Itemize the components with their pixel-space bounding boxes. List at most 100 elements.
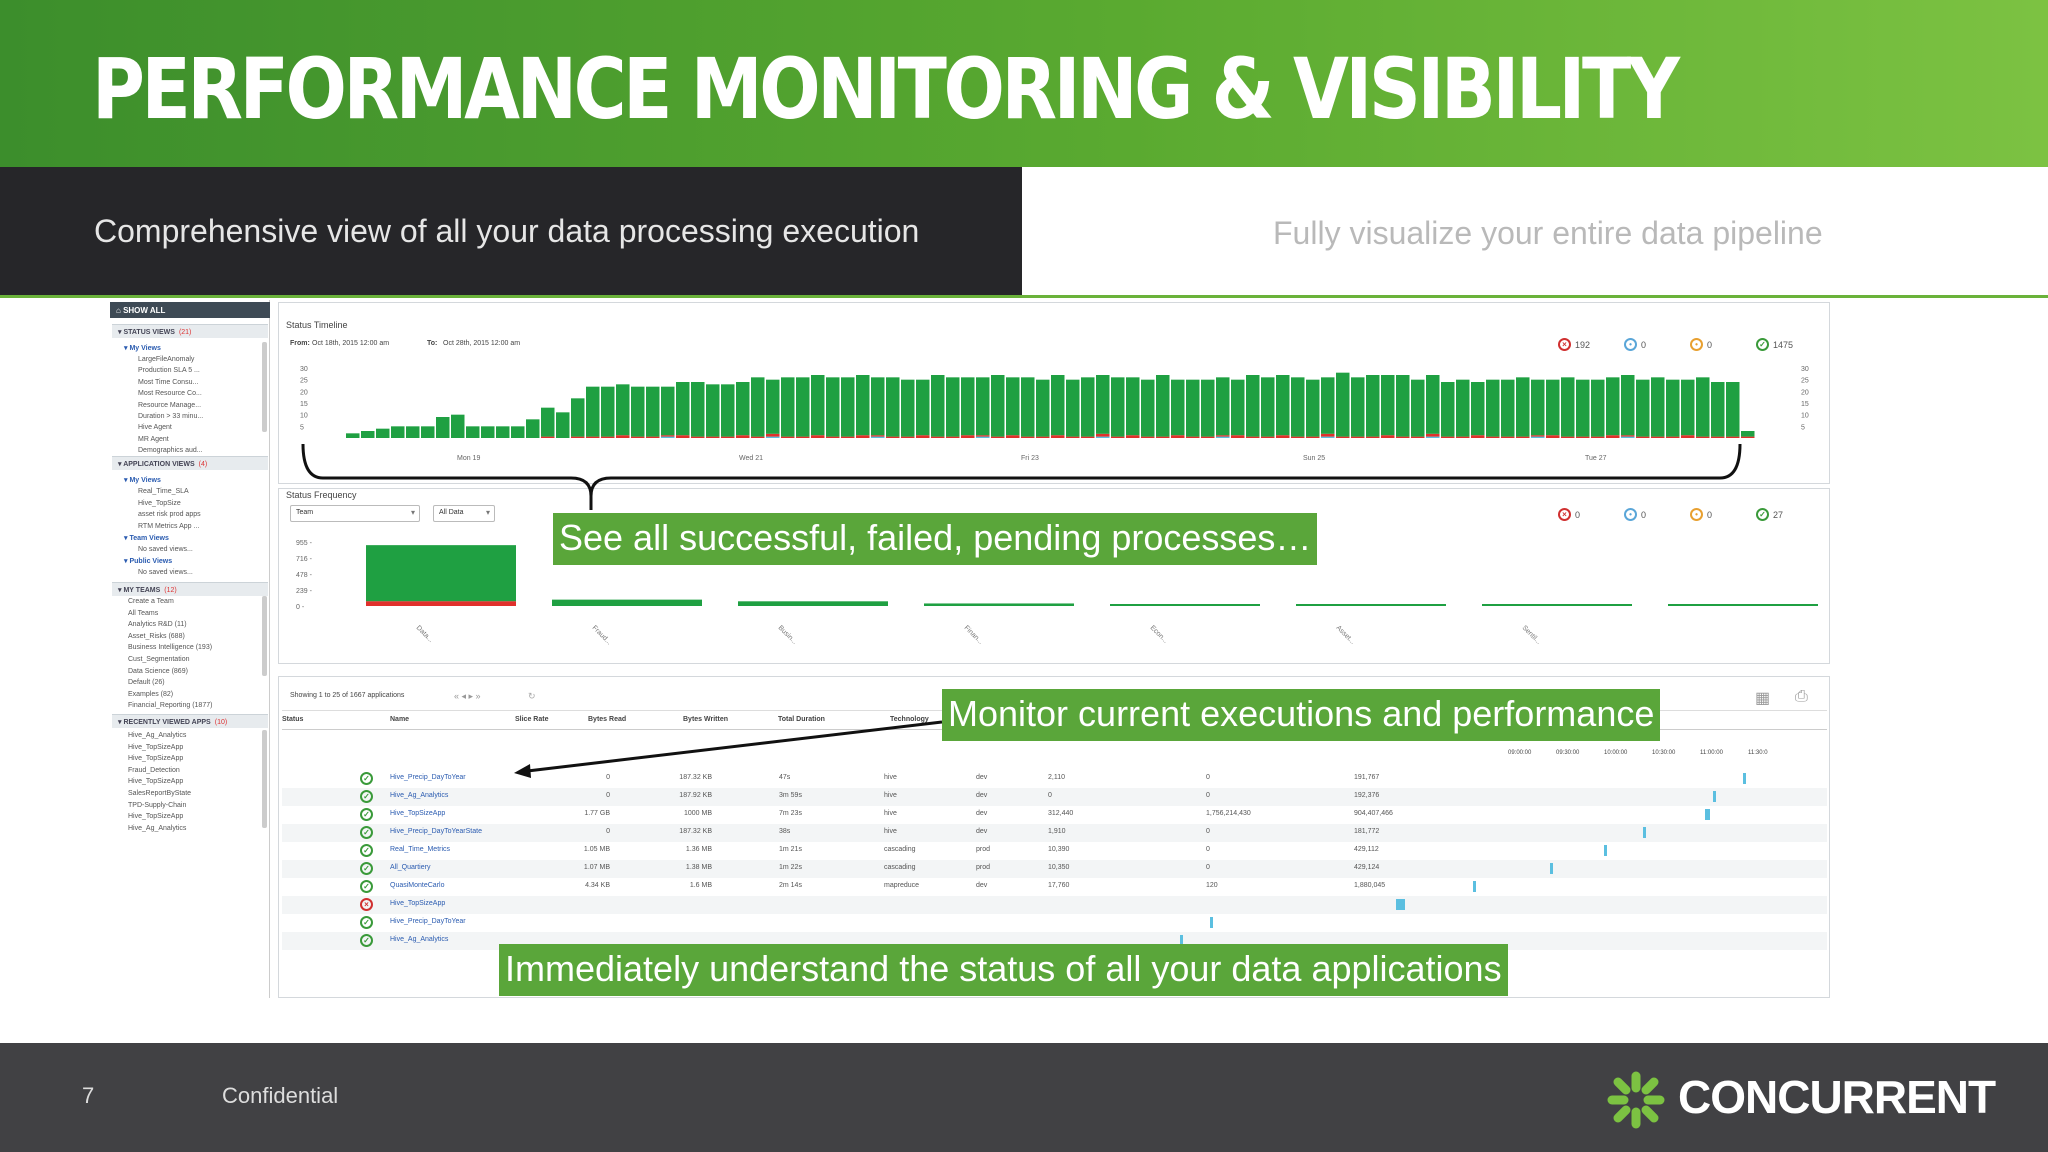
cell-app-name[interactable]: QuasiMonteCarlo xyxy=(390,882,445,889)
group-by-select[interactable]: Team xyxy=(290,505,420,522)
team-item[interactable]: Cust_Segmentation xyxy=(128,656,190,663)
table-row[interactable]: ✓ Hive_Precip_DayToYear xyxy=(282,914,1827,932)
table-row[interactable]: ✓ Hive_TopSizeApp 1.77 GB 1000 MB 7m 23s hive… xyxy=(282,806,1827,824)
cell-app-name[interactable]: Hive_TopSizeApp xyxy=(390,900,446,907)
execution-timeline-bar[interactable] xyxy=(1712,791,1716,802)
failed-icon[interactable]: × xyxy=(1558,508,1571,521)
sidebar-scrollbar[interactable] xyxy=(262,730,267,828)
cell-app-name[interactable]: Hive_Precip_DayToYearState xyxy=(390,828,482,835)
section-my-teams[interactable]: ▾ MY TEAMS (12) xyxy=(112,582,268,596)
status-view-item[interactable]: Duration > 33 minu... xyxy=(138,413,204,420)
table-row[interactable]: ✓ Hive_Precip_DayToYear 0 187.32 KB 47s hive d… xyxy=(282,770,1827,788)
running-icon[interactable]: • xyxy=(1624,508,1637,521)
team-item[interactable]: Asset_Risks (688) xyxy=(128,632,185,640)
group-my-views[interactable]: ▾ My Views xyxy=(124,345,161,352)
cell-app-name[interactable]: Hive_Ag_Analytics xyxy=(390,792,449,799)
cell-app-name[interactable]: Hive_Ag_Analytics xyxy=(390,936,449,943)
team-item[interactable]: Examples (82) xyxy=(128,690,174,698)
cell-app-name[interactable]: Real_Time_Metrics xyxy=(390,846,451,853)
application-view-item[interactable]: asset risk prod apps xyxy=(138,511,201,518)
col-status[interactable]: Status xyxy=(282,716,304,723)
execution-timeline-bar[interactable] xyxy=(1473,881,1477,892)
status-view-item[interactable]: LargeFileAnomaly xyxy=(138,356,195,363)
pending-icon[interactable]: • xyxy=(1690,508,1703,521)
cell-app-name[interactable]: Hive_Precip_DayToYear xyxy=(390,774,466,781)
failed-icon[interactable]: × xyxy=(1558,338,1571,351)
status-view-item[interactable]: Resource Manage... xyxy=(138,401,202,409)
pending-icon[interactable]: • xyxy=(1690,338,1703,351)
table-row[interactable]: × Hive_TopSizeApp xyxy=(282,896,1827,914)
recent-app-item[interactable]: SalesReportByState xyxy=(128,790,192,797)
recent-app-item[interactable]: Hive_TopSizeApp xyxy=(128,813,184,821)
recent-app-item[interactable]: Hive_TopSizeApp xyxy=(128,743,184,751)
cell-metric-1: 312,440 xyxy=(1048,810,1074,817)
application-view-item[interactable]: Hive_TopSize xyxy=(138,499,181,507)
execution-timeline-bar[interactable] xyxy=(1604,845,1608,856)
export-icon[interactable]: ⎙ xyxy=(1795,688,1808,705)
show-all-button[interactable]: ⌂ SHOW ALL xyxy=(110,302,270,318)
table-row[interactable]: ✓ All_Quartiery 1.07 MB 1.38 MB 1m 22s cascad… xyxy=(282,860,1827,878)
sidebar-scrollbar[interactable] xyxy=(262,596,267,676)
recent-app-item[interactable]: TPD-Supply-Chain xyxy=(128,801,187,809)
filter-select[interactable]: All Data xyxy=(433,505,495,522)
team-item[interactable]: Financial_Reporting (1877) xyxy=(128,702,213,710)
team-item[interactable]: Create a Team xyxy=(128,598,174,605)
execution-timeline-bar[interactable] xyxy=(1210,917,1214,928)
group-public-views[interactable]: ▾ Public Views xyxy=(124,558,173,565)
recent-app-item[interactable]: Hive_TopSizeApp xyxy=(128,755,184,763)
team-item[interactable]: Business Intelligence (193) xyxy=(128,644,213,652)
team-item[interactable]: All Teams xyxy=(128,609,159,617)
team-item[interactable]: Default (26) xyxy=(128,679,165,687)
grid-icon[interactable]: ▦ xyxy=(1755,690,1771,707)
col-technology[interactable]: Technology xyxy=(890,716,929,723)
status-view-item[interactable]: Demographics aud... xyxy=(138,447,203,455)
execution-timeline-bar[interactable] xyxy=(1179,935,1183,946)
status-view-item[interactable]: Hive Agent xyxy=(138,424,172,432)
execution-timeline-bar[interactable] xyxy=(1395,899,1405,910)
col-name[interactable]: Name xyxy=(390,716,410,723)
status-view-item[interactable]: Most Resource Co... xyxy=(138,390,202,398)
application-view-item[interactable]: Real_Time_SLA xyxy=(138,488,189,495)
tab-inactive[interactable]: Fully visualize your entire data pipelin… xyxy=(1022,167,2048,295)
team-item[interactable]: Data Science (869) xyxy=(128,667,188,675)
recent-app-item[interactable]: Hive_Ag_Analytics xyxy=(128,732,187,739)
execution-timeline-bar[interactable] xyxy=(1550,863,1554,874)
section-application-views[interactable]: ▾ APPLICATION VIEWS (4) xyxy=(112,456,268,470)
tab-active[interactable]: Comprehensive view of all your data proc… xyxy=(0,167,1022,295)
col-total-duration[interactable]: Total Duration xyxy=(778,716,825,723)
col-slice-rate[interactable]: Slice Rate xyxy=(515,716,549,723)
recent-app-item[interactable]: Fraud_Detection xyxy=(128,766,180,774)
recent-app-item[interactable]: Hive_Ag_Analytics xyxy=(128,824,187,832)
application-view-item[interactable]: RTM Metrics App ... xyxy=(138,522,200,530)
recent-app-item[interactable]: Hive_TopSizeApp xyxy=(128,778,184,786)
refresh-icon[interactable]: ↻ xyxy=(528,691,536,701)
group-team-views[interactable]: ▾ Team Views xyxy=(124,535,169,542)
table-row[interactable]: ✓ Hive_Ag_Analytics 0 187.92 KB 3m 59s hive de… xyxy=(282,788,1827,806)
execution-timeline-bar[interactable] xyxy=(1704,809,1710,820)
cell-app-name[interactable]: All_Quartiery xyxy=(390,864,431,871)
col-bytes-read[interactable]: Bytes Read xyxy=(588,716,627,723)
execution-timeline-bar[interactable] xyxy=(1643,827,1647,838)
table-row[interactable]: ✓ Hive_Precip_DayToYearState 0 187.32 KB 38s… xyxy=(282,824,1827,842)
group-my-views[interactable]: ▾ My Views xyxy=(124,477,161,484)
status-view-item[interactable]: MR Agent xyxy=(138,435,169,443)
status-view-item[interactable]: Most Time Consu... xyxy=(138,378,199,386)
status-view-item[interactable]: Production SLA 5 ... xyxy=(138,367,200,375)
team-item[interactable]: Analytics R&D (11) xyxy=(128,621,187,629)
section-recent-apps[interactable]: ▾ RECENTLY VIEWED APPS (10) xyxy=(112,714,268,728)
col-bytes-written[interactable]: Bytes Written xyxy=(683,716,728,723)
table-row[interactable]: ✓ Real_Time_Metrics 1.05 MB 1.36 MB 1m 21s ca… xyxy=(282,842,1827,860)
to-value[interactable]: Oct 28th, 2015 12:00 am xyxy=(443,340,521,347)
execution-timeline-bar[interactable] xyxy=(1743,773,1747,784)
table-row[interactable]: ✓ QuasiMonteCarlo 4.34 KB 1.6 MB 2m 14s mapre… xyxy=(282,878,1827,896)
success-icon[interactable]: ✓ xyxy=(1756,508,1769,521)
sidebar-scrollbar[interactable] xyxy=(262,342,267,432)
running-icon[interactable]: • xyxy=(1624,338,1637,351)
section-status-views[interactable]: ▾ STATUS VIEWS (21) xyxy=(112,324,268,338)
success-icon[interactable]: ✓ xyxy=(1756,338,1769,351)
cell-app-name[interactable]: Hive_TopSizeApp xyxy=(390,810,446,817)
pager-icon[interactable]: « ◂ ▸ » xyxy=(454,691,481,701)
cell-app-name[interactable]: Hive_Precip_DayToYear xyxy=(390,918,466,925)
from-value[interactable]: Oct 18th, 2015 12:00 am xyxy=(312,340,390,347)
cell-bytes-written: 187.32 KB xyxy=(679,828,712,835)
